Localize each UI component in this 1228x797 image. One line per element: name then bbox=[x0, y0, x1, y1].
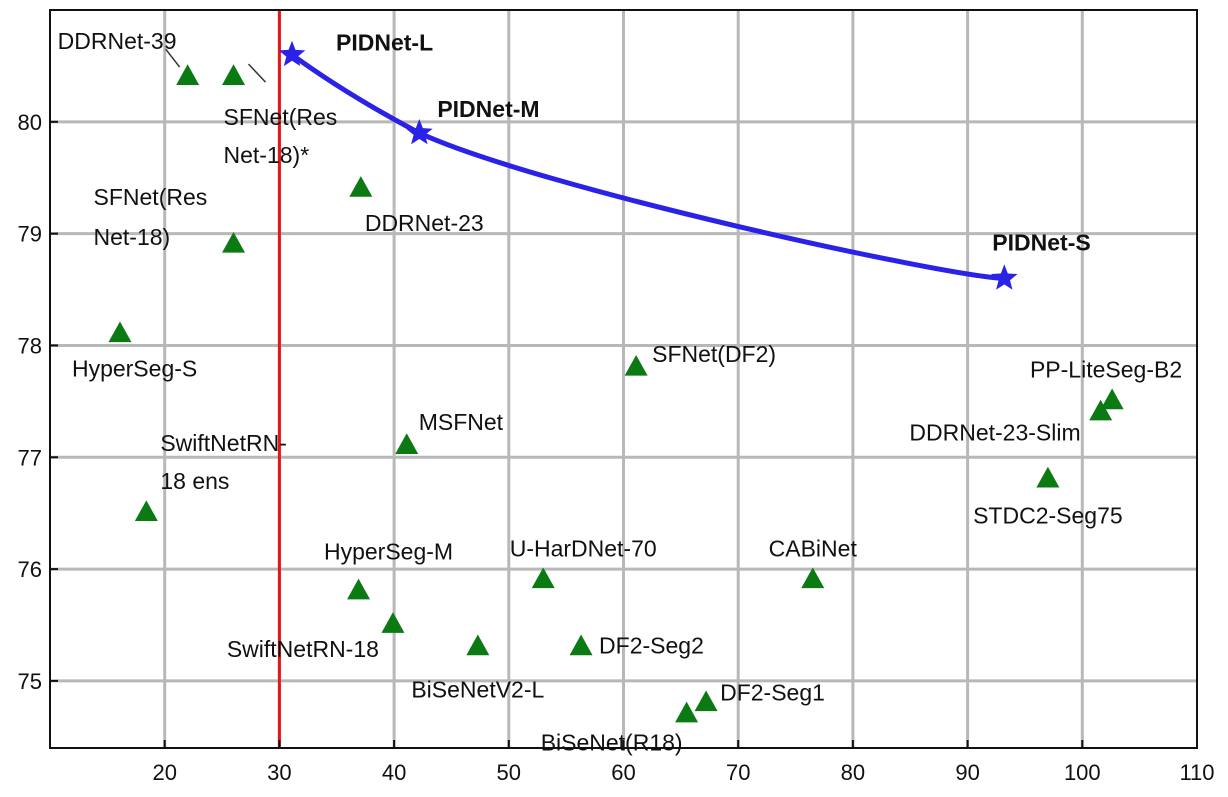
marker-hyperseg-m bbox=[347, 578, 371, 600]
point-labels: DDRNet-39 SFNet(Res Net-18)* DDRNet-23 SFNet… bbox=[58, 28, 1182, 755]
label-hyperseg-m: HyperSeg-M bbox=[324, 538, 453, 564]
marker-ddrnet-39 bbox=[176, 64, 200, 85]
x-tick-label-90: 90 bbox=[955, 760, 979, 785]
label-pidnet-l: PIDNet-L bbox=[336, 30, 433, 56]
label-line-sfnet-res-net-18-1: Net-18)* bbox=[224, 142, 310, 168]
y-tick-label-80: 80 bbox=[18, 110, 42, 135]
label-u-hardnet-70: U-HarDNet-70 bbox=[510, 535, 657, 561]
tick-labels: 20 30 40 50 60 70 80 90 100 110 75 76 77 78 79 80 bbox=[18, 110, 1215, 785]
y-tick-label-76: 76 bbox=[18, 557, 42, 582]
label-df2-seg1: DF2-Seg1 bbox=[720, 679, 825, 705]
label-cabinet: CABiNet bbox=[769, 535, 858, 561]
label-msfnet: MSFNet bbox=[419, 409, 504, 435]
marker-pidnet-l bbox=[278, 40, 306, 67]
marker-hyperseg-s bbox=[108, 321, 132, 343]
x-tick-label-40: 40 bbox=[382, 760, 406, 785]
label-line-sfnet-res-net-18-1: Net-18) bbox=[94, 224, 171, 250]
marker-bisenetv2-l bbox=[466, 634, 490, 656]
marker-df2-seg1 bbox=[694, 690, 718, 712]
marker-bisenet-r18 bbox=[675, 701, 699, 723]
x-tick-label-110: 110 bbox=[1179, 760, 1214, 785]
marker-swiftnetrn-18 bbox=[381, 612, 405, 633]
label-line-swiftnetrn-18-ens-1: 18 ens bbox=[160, 468, 229, 494]
y-tick-label-75: 75 bbox=[18, 669, 42, 694]
label-pidnet-m: PIDNet-M bbox=[437, 96, 539, 122]
y-tick-label-79: 79 bbox=[18, 222, 42, 247]
grid-lines bbox=[50, 10, 1197, 748]
pidnet-trend-curve bbox=[290, 52, 1005, 281]
plot-frame bbox=[49, 9, 1198, 749]
y-tick-label-77: 77 bbox=[18, 445, 42, 470]
marker-swiftnetrn-18-ens bbox=[134, 500, 158, 522]
marker-pidnet-m bbox=[406, 119, 433, 145]
marker-sfnet-df2 bbox=[624, 354, 648, 376]
marker-ddrnet-23-slim bbox=[1089, 399, 1113, 421]
label-sfnet-res-net-18: SFNet(Res Net-18)* bbox=[224, 104, 338, 168]
x-tick-label-80: 80 bbox=[841, 760, 865, 785]
leader-sfnet-res-net-18 bbox=[247, 63, 267, 83]
marker-u-hardnet-70 bbox=[531, 567, 555, 589]
leader-ddrnet-39 bbox=[165, 48, 181, 68]
marker-cabinet bbox=[801, 567, 825, 589]
x-tick-label-100: 100 bbox=[1064, 760, 1101, 785]
y-tick-label-78: 78 bbox=[18, 333, 42, 358]
x-tick-label-60: 60 bbox=[611, 760, 635, 785]
marker-pidnet-s bbox=[991, 264, 1018, 290]
label-ddrnet-23: DDRNet-23 bbox=[365, 210, 484, 236]
label-sfnet-res-net-18: SFNet(Res Net-18) bbox=[94, 184, 208, 250]
leader-lines bbox=[165, 48, 267, 83]
data-markers bbox=[108, 40, 1124, 723]
label-line-swiftnetrn-18-ens-0: SwiftNetRN- bbox=[160, 430, 287, 456]
label-sfnet-df2: SFNet(DF2) bbox=[652, 341, 776, 367]
label-line-sfnet-res-net-18-0: SFNet(Res bbox=[94, 184, 208, 210]
x-tick-label-70: 70 bbox=[726, 760, 750, 785]
marker-pp-liteseg-b2 bbox=[1100, 388, 1124, 410]
label-hyperseg-s: HyperSeg-S bbox=[72, 355, 197, 381]
marker-df2-seg2 bbox=[569, 634, 593, 656]
label-stdc2-seg75: STDC2-Seg75 bbox=[973, 503, 1123, 529]
label-pidnet-s: PIDNet-S bbox=[992, 229, 1090, 255]
label-ddrnet-23-slim: DDRNet-23-Slim bbox=[909, 420, 1080, 446]
label-swiftnetrn-18: SwiftNetRN-18 bbox=[227, 636, 379, 662]
label-pp-liteseg-b2: PP-LiteSeg-B2 bbox=[1030, 356, 1182, 382]
label-ddrnet-39: DDRNet-39 bbox=[58, 28, 177, 54]
x-tick-label-50: 50 bbox=[497, 760, 521, 785]
pidnet-curve bbox=[290, 52, 1005, 281]
marker-stdc2-seg75 bbox=[1036, 466, 1060, 488]
marker-msfnet bbox=[395, 433, 419, 454]
x-tick-label-20: 20 bbox=[152, 760, 176, 785]
marker-ddrnet-23 bbox=[349, 176, 373, 197]
x-tick-label-30: 30 bbox=[267, 760, 291, 785]
label-df2-seg2: DF2-Seg2 bbox=[599, 632, 704, 658]
label-bisenet-r18: BiSeNet(R18) bbox=[541, 729, 683, 755]
label-bisenetv2-l: BiSeNetV2-L bbox=[411, 676, 544, 702]
label-line-sfnet-res-net-18-0: SFNet(Res bbox=[224, 104, 338, 130]
label-swiftnetrn-18-ens: SwiftNetRN- 18 ens bbox=[160, 430, 287, 494]
marker-sfnet-res-net-18 bbox=[222, 64, 246, 85]
marker-sfnet-res-net-18 bbox=[222, 231, 246, 253]
